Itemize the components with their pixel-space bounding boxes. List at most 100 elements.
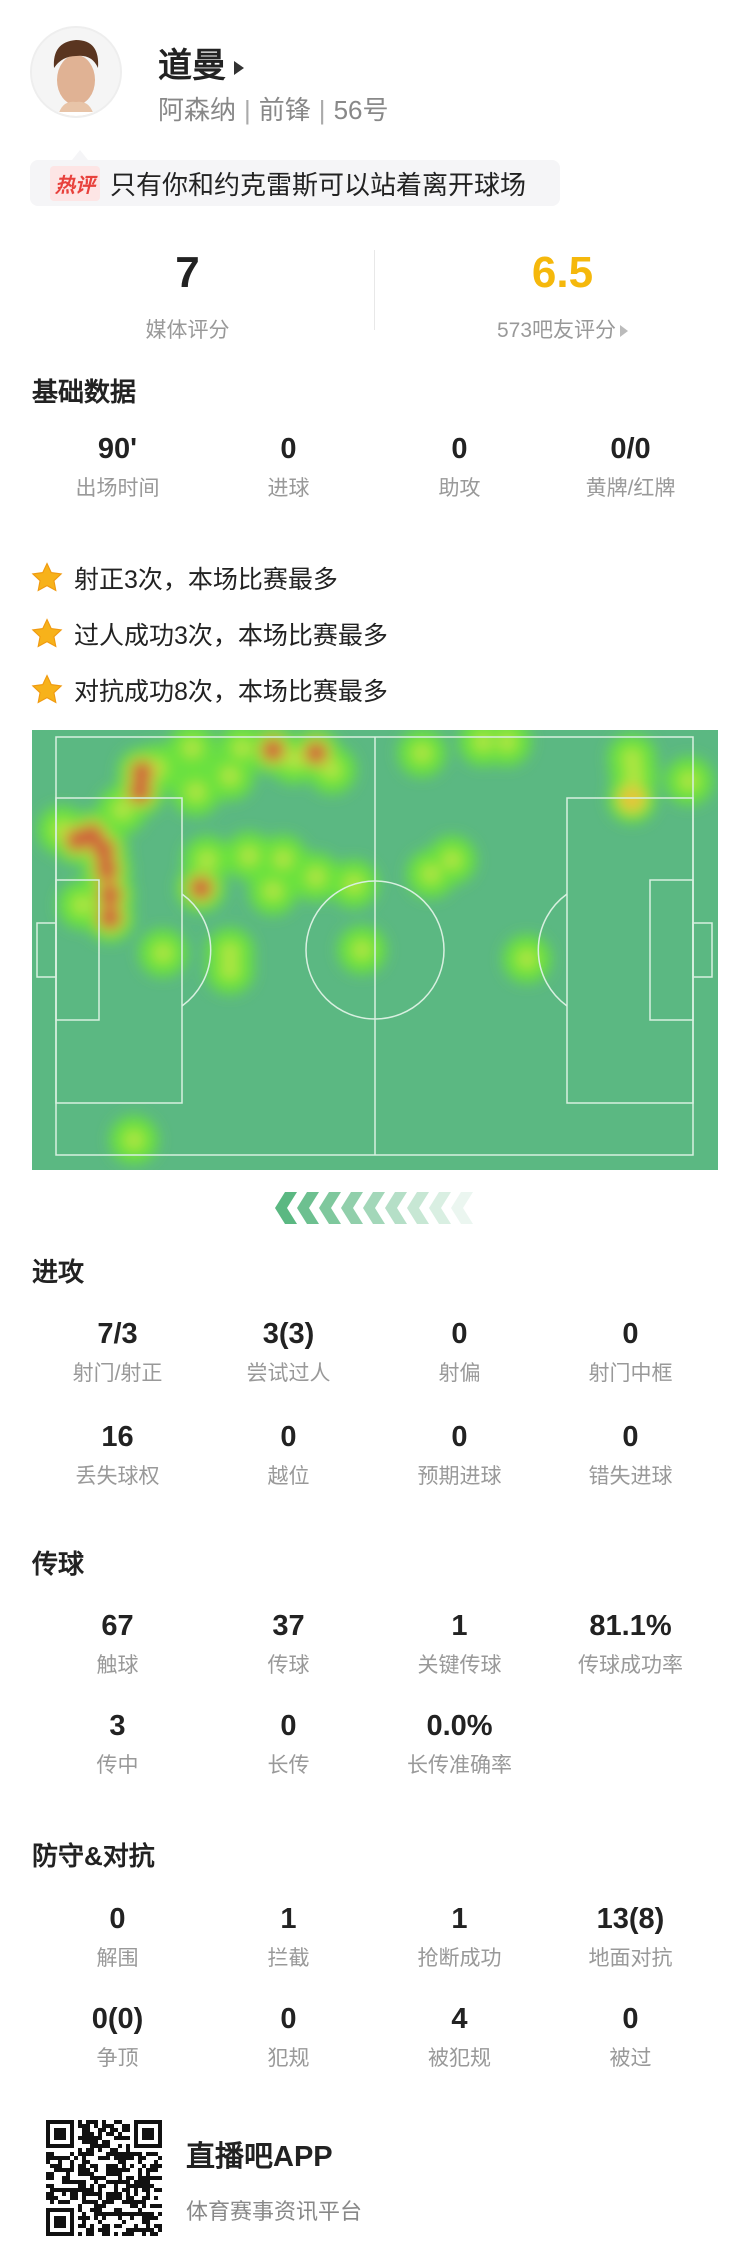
- stat-value: 1: [451, 1610, 468, 1642]
- stat-label: 抢断成功: [417, 1947, 502, 1970]
- stat-label: 传中: [96, 1754, 139, 1777]
- heat-blob: [154, 944, 172, 962]
- heat-blob: [680, 772, 698, 790]
- app-name: 直播吧APP: [186, 2141, 333, 2173]
- highlight-item: 过人成功3次，本场比赛最多: [30, 616, 388, 652]
- stat-value: 0: [280, 1421, 297, 1453]
- stat-cell: 1 关键传球: [374, 1609, 545, 1679]
- stat-label: 射偏: [438, 1362, 481, 1385]
- heatmap-pitch: [32, 730, 718, 1170]
- stat-label: 被犯规: [428, 2047, 491, 2070]
- stat-cell: 81.1% 传球成功率: [545, 1609, 716, 1679]
- highlight-item: 射正3次，本场比赛最多: [30, 560, 338, 596]
- stat-label: 射门/射正: [72, 1362, 163, 1385]
- rating-divider: [374, 250, 375, 330]
- stat-label: 黄牌/红牌: [585, 477, 676, 500]
- stat-value: 3(3): [262, 1318, 315, 1350]
- heat-blob: [285, 751, 303, 769]
- stat-label: 传球成功率: [578, 1654, 683, 1677]
- stat-value: 0.0%: [426, 1710, 493, 1742]
- heat-blob: [113, 801, 131, 819]
- stat-value: 37: [272, 1610, 305, 1642]
- stat-label: 射门中框: [588, 1362, 673, 1385]
- stat-value: 90': [97, 433, 138, 465]
- stat-label: 长传: [267, 1754, 310, 1777]
- heat-blob: [187, 783, 205, 801]
- heat-blob: [221, 961, 239, 979]
- stat-cell: 0(0) 争顶: [32, 2002, 203, 2072]
- fan-rating[interactable]: 6.5 573吧友评分: [375, 248, 750, 344]
- arrow-right-icon: [620, 325, 629, 337]
- stat-cell: 0 错失进球: [545, 1420, 716, 1490]
- stat-cell: 7/3 射门/射正: [32, 1317, 203, 1387]
- heat-blob: [99, 907, 121, 929]
- passing-stats: 67 触球 37 传球 1 关键传球 81.1% 传球成功率 3 传中 0 长传 0.0% 长传准确率: [32, 1609, 718, 1779]
- stat-cell: 0 进球: [203, 432, 374, 502]
- stat-label: 尝试过人: [246, 1362, 331, 1385]
- player-avatar: [30, 26, 122, 118]
- heat-blob: [353, 941, 371, 959]
- hot-comment[interactable]: 热评 只有你和约克雷斯可以站着离开球场: [30, 160, 560, 206]
- heat-blob: [518, 950, 536, 968]
- stat-value: 0: [451, 1318, 468, 1350]
- stat-cell: 0 助攻: [374, 432, 545, 502]
- heat-blob: [131, 761, 153, 783]
- player-name[interactable]: 道曼: [158, 38, 244, 87]
- stat-cell: 0 犯规: [203, 2002, 374, 2072]
- stat-value: 3: [109, 1710, 126, 1742]
- stat-label: 争顶: [96, 2047, 139, 2070]
- section-title-basic: 基础数据: [32, 377, 137, 407]
- stat-label: 拦截: [267, 1947, 310, 1970]
- heat-blob: [498, 733, 516, 751]
- stat-cell: 3(3) 尝试过人: [203, 1317, 374, 1387]
- stat-cell: 1 拦截: [203, 1902, 374, 1972]
- highlight-item: 对抗成功8次，本场比赛最多: [30, 672, 388, 708]
- stat-label: 助攻: [438, 477, 481, 500]
- heat-blob: [125, 1131, 143, 1149]
- stat-cell: 67 触球: [32, 1609, 203, 1679]
- stat-value: 0: [280, 433, 297, 465]
- stat-label: 解围: [96, 1947, 139, 1970]
- hot-comment-tag: 热评: [50, 165, 100, 201]
- stat-label: 错失进球: [588, 1465, 673, 1488]
- chevron-left-icon: [297, 1192, 319, 1224]
- stat-value: 0(0): [91, 2003, 144, 2035]
- stat-cell: 90' 出场时间: [32, 432, 203, 502]
- section-title-defense: 防守&对抗: [32, 1841, 155, 1871]
- heat-blob: [305, 742, 327, 764]
- star-icon: [31, 618, 63, 648]
- play-triangle-icon: [234, 61, 244, 76]
- comment-notch: [72, 150, 88, 160]
- heat-blob: [190, 877, 212, 899]
- stat-value: 0: [622, 1318, 639, 1350]
- player-info: 阿森纳 | 前锋 | 56号: [158, 95, 389, 125]
- basic-stats: 90' 出场时间 0 进球 0 助攻 0/0 黄牌/红牌: [32, 432, 718, 502]
- stat-cell: 4 被犯规: [374, 2002, 545, 2072]
- heat-blob: [240, 847, 258, 865]
- heat-blob: [221, 943, 239, 961]
- heat-blob: [93, 839, 115, 861]
- stat-value: 0: [622, 1421, 639, 1453]
- heat-blob: [623, 749, 641, 767]
- stat-label: 触球: [96, 1654, 139, 1677]
- heat-blob: [96, 859, 118, 881]
- chevron-left-icon: [275, 1192, 297, 1224]
- heat-blob: [443, 851, 461, 869]
- heat-blob: [183, 739, 201, 757]
- stat-label: 出场时间: [75, 477, 160, 500]
- heat-blob: [221, 767, 239, 785]
- qr-code: [46, 2120, 162, 2236]
- stat-cell: 0 被过: [545, 2002, 716, 2072]
- stat-cell: 0 预期进球: [374, 1420, 545, 1490]
- stat-label: 丢失球权: [75, 1465, 160, 1488]
- stat-label: 地面对抗: [588, 1947, 673, 1970]
- chevron-left-icon: [451, 1192, 473, 1224]
- stat-cell: 1 抢断成功: [374, 1902, 545, 1972]
- stat-label: 被过: [609, 2047, 652, 2070]
- stat-value: 0: [622, 2003, 639, 2035]
- attack-stats: 7/3 射门/射正 3(3) 尝试过人 0 射偏 0 射门中框 16 丢失球权 0 越位 0 预期进球 0 错…: [32, 1317, 718, 1490]
- section-title-attack: 进攻: [32, 1257, 85, 1287]
- stat-label: 犯规: [267, 2047, 310, 2070]
- stat-value: 0: [451, 1421, 468, 1453]
- heat-blob: [73, 896, 91, 914]
